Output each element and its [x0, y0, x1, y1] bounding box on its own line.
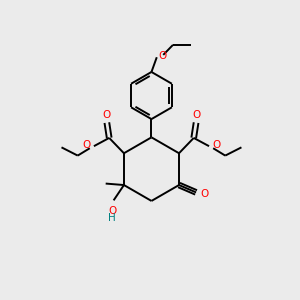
Text: O: O: [108, 206, 116, 216]
Text: H: H: [108, 213, 116, 223]
Text: O: O: [159, 51, 167, 62]
Text: O: O: [200, 189, 208, 199]
Text: O: O: [83, 140, 91, 150]
Text: O: O: [212, 140, 220, 150]
Text: O: O: [103, 110, 111, 120]
Text: O: O: [192, 110, 200, 120]
